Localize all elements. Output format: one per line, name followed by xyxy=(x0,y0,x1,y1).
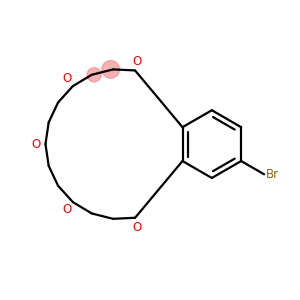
Text: O: O xyxy=(62,72,71,85)
Text: Br: Br xyxy=(266,168,279,181)
Text: O: O xyxy=(132,220,142,233)
Text: O: O xyxy=(32,138,41,151)
Text: O: O xyxy=(132,55,142,68)
Text: O: O xyxy=(62,203,71,216)
Circle shape xyxy=(87,68,101,82)
Circle shape xyxy=(102,61,120,78)
